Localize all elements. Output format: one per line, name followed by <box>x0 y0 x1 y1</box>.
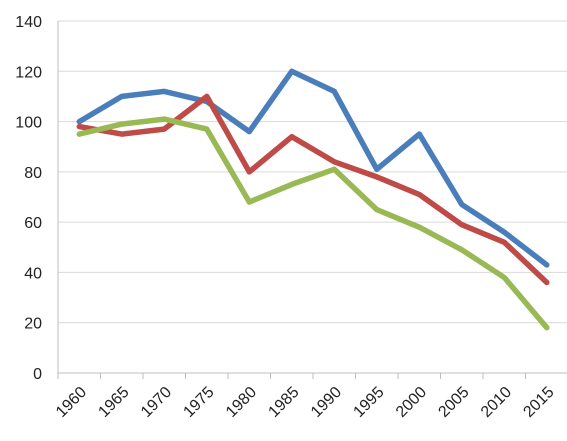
y-tick-label: 80 <box>24 165 42 182</box>
x-tick-label: 1970 <box>138 384 175 421</box>
y-tick-label: 0 <box>33 366 42 383</box>
x-axis: 1960 1965 1970 1975 1980 1985 1990 1995 2000 2005… <box>53 372 567 421</box>
x-tick-label: 1960 <box>53 384 90 421</box>
y-tick-label: 60 <box>24 215 42 232</box>
x-tick-label: 2005 <box>435 384 472 421</box>
x-tick-label: 2010 <box>478 384 515 421</box>
y-tick-label: 20 <box>24 316 42 333</box>
x-tick-label: 1995 <box>350 384 387 421</box>
x-tick-label: 1980 <box>223 384 260 421</box>
y-tick-label: 40 <box>24 265 42 282</box>
x-tick-label: 2015 <box>520 384 557 421</box>
x-tick-label: 2000 <box>393 384 430 421</box>
y-tick-label: 120 <box>15 64 42 81</box>
y-tick-label: 140 <box>15 14 42 31</box>
gridlines <box>58 20 567 324</box>
x-tick-label: 1985 <box>265 384 302 421</box>
x-tick-label: 1975 <box>180 384 217 421</box>
series-line-3 <box>76 116 550 331</box>
x-tick-label: 1990 <box>308 384 345 421</box>
y-axis: 0 20 40 60 80 100 120 140 <box>15 14 59 383</box>
series-line-2 <box>76 93 550 286</box>
x-tick-label: 1965 <box>95 384 132 421</box>
y-tick-label: 100 <box>15 115 42 132</box>
series-line-1 <box>76 68 550 268</box>
series-lines <box>76 68 550 331</box>
